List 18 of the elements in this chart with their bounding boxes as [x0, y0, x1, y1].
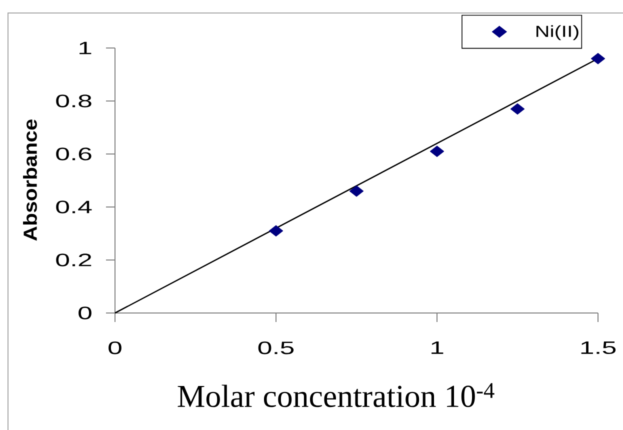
point: [510, 103, 525, 115]
point: [268, 225, 284, 237]
y-tick-label: 1: [80, 42, 92, 54]
y-tick-label: 0: [78, 306, 92, 320]
y-tick-label: 0.8: [56, 94, 92, 108]
legend-label: Ni(II): [536, 25, 578, 40]
y-tick-label: 0.6: [56, 148, 92, 160]
x-axis-title: Molar concentration 10$^{-4}$: [178, 383, 494, 408]
x-tick-label: 1: [432, 342, 444, 354]
x-tick-label: 0.5: [258, 342, 294, 354]
x-tick-label: 1.5: [581, 342, 616, 354]
y-tick-label: 0.2: [56, 254, 92, 266]
point: [349, 185, 364, 197]
point: [590, 52, 606, 64]
point: [430, 146, 444, 158]
y-tick-label: 0.4: [56, 200, 92, 214]
x-tick-label: 0: [108, 342, 122, 354]
y-axis-title: Absorbance: [23, 119, 37, 241]
